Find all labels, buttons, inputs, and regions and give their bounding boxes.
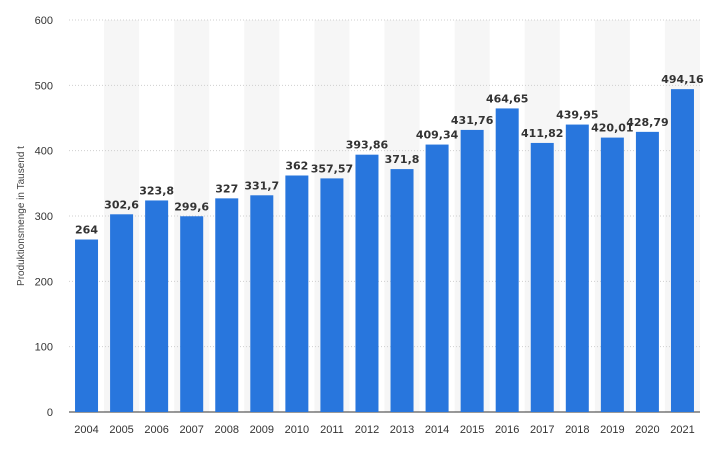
data-label-2004: 264 [75,224,98,237]
data-label-2011: 357,57 [311,162,353,175]
x-tick-label: 2004 [74,424,98,436]
x-tick-label: 2018 [565,424,589,436]
bar-2017 [530,142,554,412]
bar-2012 [355,154,379,412]
data-label-2012: 393,86 [346,139,389,152]
data-label-2016: 464,65 [486,92,528,105]
bar-2009 [250,195,274,412]
bar-2018 [565,124,589,412]
y-axis-title: Produktionsmenge in Tausend t [16,146,27,286]
bar-2016 [495,108,519,413]
x-tick-label: 2013 [390,424,414,436]
data-label-2009: 331,7 [244,179,279,192]
bars [75,89,694,413]
bar-2013 [390,169,414,412]
data-label-2013: 371,8 [385,153,420,166]
data-label-2019: 420,01 [591,122,633,135]
bar-2011 [320,178,344,412]
x-tick-label: 2014 [425,424,449,436]
bar-2020 [635,131,659,413]
data-label-2008: 327 [215,182,238,195]
data-label-2005: 302,6 [104,198,139,211]
x-tick-label: 2019 [600,424,624,436]
bar-2004 [75,239,99,412]
x-tick-label: 2009 [250,424,274,436]
x-tick-label: 2020 [635,424,659,436]
x-tick-label: 2011 [320,424,344,436]
data-label-2015: 431,76 [451,114,494,127]
y-tick-label: 600 [35,15,53,27]
bar-2006 [145,200,169,412]
data-label-2010: 362 [285,159,308,172]
x-tick-label: 2005 [109,424,133,436]
x-tick-label: 2008 [215,424,239,436]
y-tick-label: 0 [47,407,53,419]
x-tick-label: 2012 [355,424,379,436]
gridlines [69,19,700,413]
bar-2010 [285,175,309,412]
data-label-2021: 494,16 [661,73,704,86]
x-tick-label: 2007 [179,424,203,436]
x-tick-label: 2021 [670,424,694,436]
y-tick-label: 400 [35,146,53,158]
bar-2005 [110,214,134,412]
bar-2007 [180,216,204,412]
y-tick-label: 500 [35,80,53,92]
x-tick-label: 2006 [144,424,168,436]
data-label-2018: 439,95 [556,109,598,122]
x-tick-label: 2015 [460,424,484,436]
data-label-2006: 323,8 [139,184,174,197]
bar-2015 [460,129,484,412]
data-label-2014: 409,34 [416,129,459,142]
y-tick-label: 100 [35,342,53,354]
bar-2014 [425,144,449,413]
x-tick-label: 2010 [285,424,309,436]
data-label-2020: 428,79 [626,116,668,129]
bar-2008 [215,198,239,412]
x-axis-ticks: 2004 2005 2006 2007 2008 2009 2010 2011 2012 2013… [74,424,694,436]
y-tick-label: 200 [35,276,53,288]
data-label-2017: 411,82 [521,127,563,140]
data-label-2007: 299,6 [174,200,209,213]
x-tick-label: 2017 [530,424,554,436]
bar-2019 [600,137,624,413]
x-tick-label: 2016 [495,424,519,436]
bar-2021 [670,89,694,412]
y-axis-ticks: 0 100 200 300 400 500 600 [35,15,53,419]
y-tick-label: 300 [35,211,53,223]
